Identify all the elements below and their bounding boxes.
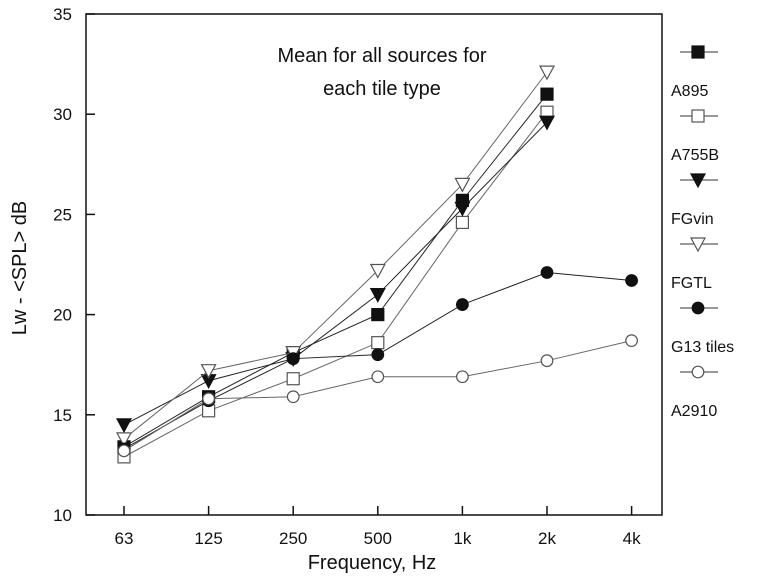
chart-annotation-line-1: Mean for all sources for [278, 45, 487, 67]
y-tick-label: 35 [53, 5, 72, 24]
series-line [123, 111, 548, 458]
legend-item: A895 [671, 45, 718, 100]
legend-marker [691, 109, 705, 123]
y-tick-label: 30 [53, 105, 72, 124]
data-point [115, 432, 133, 448]
legend-label: A755B [671, 147, 719, 164]
data-point [286, 352, 300, 366]
x-tick-label: 2k [538, 529, 556, 548]
legend-marker [689, 237, 707, 253]
legend: A895 A755B FGvin FGTL G13 tiles A2910 [671, 45, 734, 420]
data-point [202, 392, 216, 406]
axes: 10 15 20 25 30 35 63 125 250 500 1k 2k 4k [53, 5, 663, 548]
x-tick-label: 1k [453, 529, 471, 548]
series-line [123, 121, 548, 426]
data-point [538, 115, 556, 131]
data-point [369, 287, 386, 303]
data-point [456, 370, 469, 384]
data-point [456, 298, 469, 311]
data-point [371, 336, 385, 350]
legend-marker [689, 173, 707, 189]
data-point [286, 390, 300, 404]
y-tick-label: 20 [53, 306, 72, 325]
data-point [455, 215, 469, 230]
chart-annotation-line-2: each tile type [323, 78, 441, 100]
legend-item: G13 tiles [671, 301, 734, 356]
x-tick-label: 125 [194, 529, 222, 548]
data-point [286, 372, 300, 386]
legend-item: A2910 [671, 365, 718, 420]
legend-label: G13 tiles [671, 339, 734, 356]
series-line [123, 93, 548, 448]
series-fgtl [115, 65, 556, 448]
y-tick-label: 25 [53, 205, 72, 224]
legend-marker [691, 365, 705, 379]
data-point [115, 418, 133, 434]
x-axis-title: Frequency, Hz [308, 552, 437, 574]
x-tick-label: 4k [623, 529, 641, 548]
legend-item: FGTL [671, 237, 718, 292]
data-point [625, 274, 638, 287]
data-point [200, 364, 217, 379]
legend-marker [691, 45, 705, 59]
legend-label: A895 [671, 83, 708, 100]
series-a2910 [117, 334, 638, 458]
legend-label: FGTL [671, 275, 712, 292]
series-a755b [117, 105, 554, 464]
data-point [454, 177, 471, 193]
data-point [625, 334, 638, 348]
y-tick-label: 15 [53, 406, 72, 425]
data-point [117, 444, 131, 458]
legend-label: A2910 [671, 403, 717, 420]
plot-series [115, 65, 638, 464]
data-point [454, 201, 471, 217]
legend-item: FGvin [671, 173, 718, 228]
x-tick-label: 63 [115, 529, 134, 548]
data-point [371, 370, 385, 384]
series-line [123, 71, 548, 440]
data-point [371, 308, 385, 322]
data-point [540, 354, 554, 368]
data-point [540, 87, 554, 101]
x-tick-label: 500 [364, 529, 392, 548]
legend-item: A755B [671, 109, 719, 164]
legend-label: FGvin [671, 211, 714, 228]
y-axis-title: Lw - <SPL> dB [9, 201, 31, 336]
data-point [538, 65, 556, 81]
series-a895 [117, 87, 554, 454]
x-tick-label: 250 [279, 529, 307, 548]
plot-frame [85, 13, 663, 516]
data-point [540, 266, 554, 279]
data-point [369, 263, 386, 279]
legend-marker [691, 301, 705, 315]
series-fgvin [115, 115, 556, 434]
data-point [371, 348, 385, 362]
y-tick-label: 10 [53, 506, 72, 525]
